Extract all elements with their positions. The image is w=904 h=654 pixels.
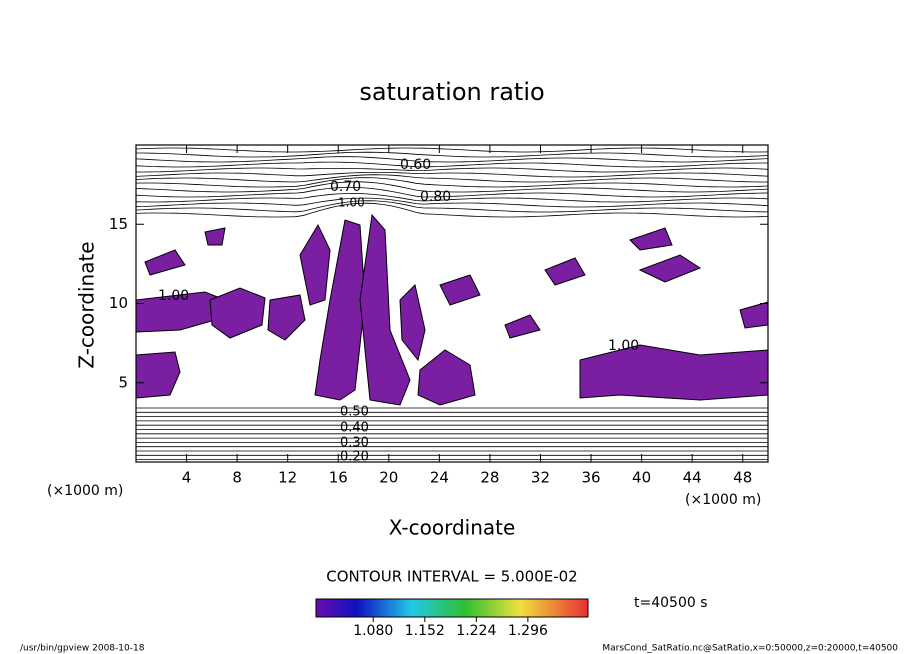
contour-label: 0.40	[340, 421, 369, 436]
region	[267, 294, 306, 341]
x-axis-title: X-coordinate	[389, 516, 516, 540]
contour-label: 0.50	[340, 405, 369, 420]
time-label: t=40500 s	[634, 595, 708, 611]
region	[544, 257, 586, 286]
y-tick-label: 15	[109, 215, 128, 233]
contour-line	[136, 156, 768, 163]
region	[638, 254, 702, 283]
y-tick-label: 10	[109, 294, 128, 312]
contour-label: 1.00	[158, 288, 189, 304]
y-unit: (×1000 m)	[47, 483, 123, 499]
contour-label: 0.80	[420, 189, 451, 205]
region	[417, 349, 476, 406]
x-tick-label: 4	[182, 469, 192, 487]
x-tick-label: 20	[379, 469, 398, 487]
contour-line	[136, 174, 768, 183]
contour-label: 0.60	[400, 157, 431, 173]
region	[504, 314, 541, 339]
x-tick-label: 48	[733, 469, 752, 487]
chart-title: saturation ratio	[359, 78, 544, 106]
contour-line	[136, 172, 768, 178]
colorbar-tick-label: 1.080	[353, 623, 393, 639]
contour-line	[136, 200, 768, 213]
region	[739, 301, 768, 329]
contour-line	[136, 192, 768, 203]
x-tick-label: 24	[430, 469, 449, 487]
x-tick-label: 28	[480, 469, 499, 487]
region	[204, 227, 226, 246]
y-tick-label: 5	[118, 373, 128, 391]
region	[314, 219, 366, 401]
contour-line	[136, 161, 768, 168]
region	[144, 249, 186, 276]
contour-line	[136, 167, 768, 173]
contour-interval: CONTOUR INTERVAL = 5.000E-02	[326, 568, 577, 586]
colorbar-tick-label: 1.152	[405, 623, 445, 639]
x-tick-label: 32	[531, 469, 550, 487]
contour-label: 0.70	[330, 179, 361, 195]
y-axis-title: Z-coordinate	[75, 241, 99, 368]
contour-field	[136, 213, 768, 406]
region	[209, 287, 266, 339]
contour-label: 0.30	[340, 436, 369, 451]
contour-label: 0.20	[340, 450, 369, 465]
contour-label: 1.00	[608, 338, 639, 354]
footer-left: /usr/bin/gpview 2008-10-18	[20, 644, 145, 654]
contour-line	[136, 202, 768, 218]
x-tick-label: 44	[683, 469, 702, 487]
x-tick-label: 8	[232, 469, 242, 487]
contour-labels: 0.60 0.70 0.80 1.00 1.00 1.00 0.50 0.40 …	[158, 157, 639, 465]
contour-line	[136, 151, 768, 158]
region	[359, 213, 411, 406]
footer-right: MarsCond_SatRatio.nc@SatRatio,x=0:50000,…	[602, 644, 898, 654]
colorbar-tick-label: 1.224	[456, 623, 496, 639]
region	[136, 351, 181, 399]
contour-line	[136, 186, 768, 198]
x-tick-label: 16	[329, 469, 348, 487]
contour-lines	[136, 147, 768, 460]
colorbar-tick-label: 1.296	[508, 623, 548, 639]
region	[579, 344, 768, 401]
contour-label: 1.00	[338, 196, 365, 210]
region	[439, 274, 481, 306]
contour-line	[136, 197, 768, 208]
contour-line	[136, 181, 768, 193]
region	[299, 223, 331, 306]
colorbar	[315, 598, 589, 618]
x-unit: (×1000 m)	[685, 492, 761, 508]
contour-line	[136, 147, 768, 153]
region	[629, 227, 673, 251]
x-tick-label: 40	[632, 469, 651, 487]
contour-line	[136, 177, 768, 188]
x-tick-label: 12	[278, 469, 297, 487]
x-tick-label: 36	[581, 469, 600, 487]
region	[399, 284, 426, 362]
